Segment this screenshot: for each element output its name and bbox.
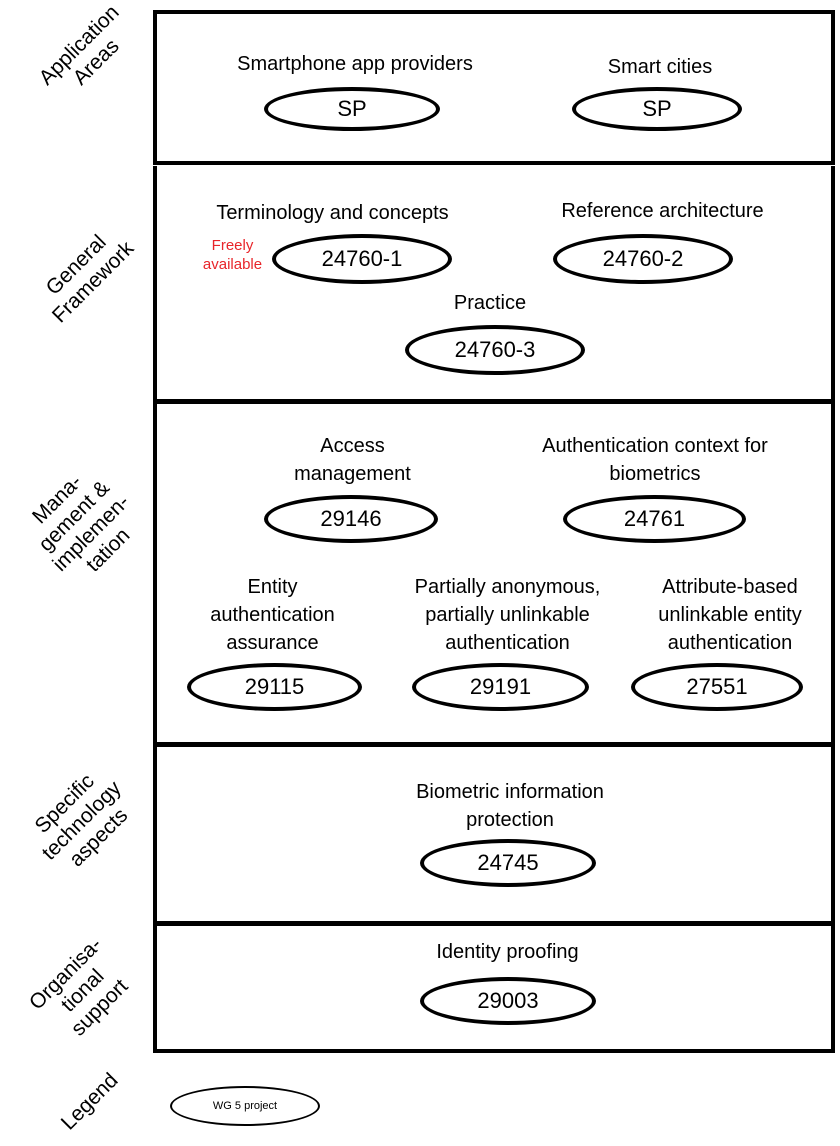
- project-oval: 27551: [631, 663, 803, 711]
- project-title: Partially anonymous, partially unlinkabl…: [414, 576, 601, 654]
- application-areas-section: [153, 10, 835, 165]
- project-oval: 29115: [187, 663, 362, 711]
- project-title: Terminology and concepts: [216, 202, 449, 224]
- project-oval: 24760-3: [405, 325, 585, 375]
- project-oval: 29146: [264, 495, 438, 543]
- project-title: Smartphone app providers: [237, 53, 473, 75]
- row-label-management-implementation: Mana- gement & implemen- tation: [28, 470, 135, 577]
- row-label-organisational-support: Organisa- tional support: [24, 932, 133, 1041]
- freely-available-note: Freely available: [202, 237, 263, 273]
- row-label-application-areas: Application Areas: [34, 0, 124, 90]
- project-oval: 24760-2: [553, 234, 733, 284]
- project-oval: 24745: [420, 839, 596, 887]
- project-title: Entity authentication assurance: [210, 576, 335, 654]
- row-label-legend: Legend: [56, 1068, 123, 1135]
- project-oval: SP: [572, 87, 742, 131]
- project-oval: 29003: [420, 977, 596, 1025]
- row-label-specific-technology: Specific technology aspects: [30, 769, 133, 872]
- project-oval: 29191: [412, 663, 589, 711]
- project-title: Smart cities: [607, 56, 713, 78]
- project-oval: 24761: [563, 495, 746, 543]
- row-label-general-framework: General Framework: [41, 230, 139, 328]
- legend-oval: WG 5 project: [170, 1086, 320, 1126]
- project-oval: SP: [264, 87, 440, 131]
- specific-technology-section: [153, 743, 835, 925]
- project-title: Access management: [294, 435, 411, 485]
- project-title: Practice: [453, 292, 527, 314]
- project-oval: 24760-1: [272, 234, 452, 284]
- organisational-support-section: [153, 922, 835, 1053]
- project-title: Authentication context for biometrics: [542, 435, 768, 485]
- project-title: Attribute-based unlinkable entity authen…: [658, 576, 802, 654]
- project-title: Identity proofing: [436, 941, 579, 963]
- project-title: Biometric information protection: [416, 781, 604, 831]
- project-title: Reference architecture: [561, 200, 764, 222]
